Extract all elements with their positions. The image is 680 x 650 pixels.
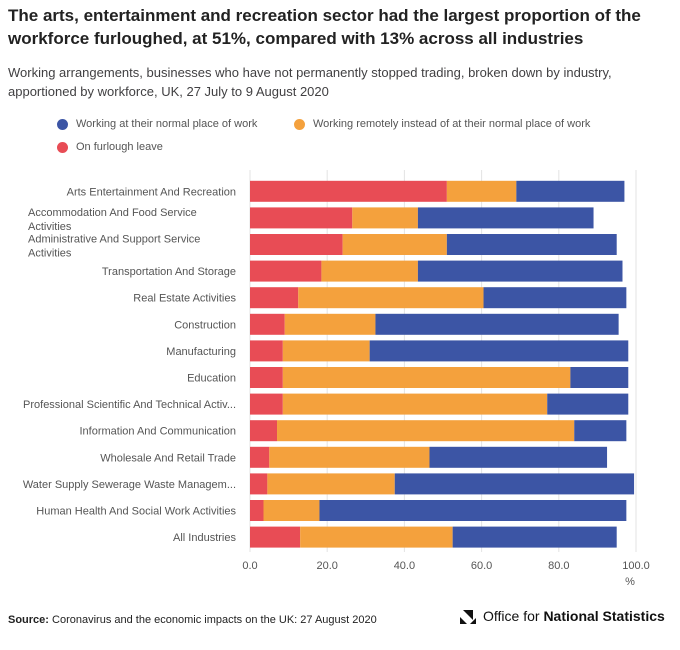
y-category-label-9: Information And Communication <box>79 426 236 438</box>
stacked-bar-chart: 0.0 20.0 40.0 60.0 80.0 100.0% Arts Entertainm… <box>23 170 650 588</box>
bar-normal-9[interactable] <box>574 420 627 442</box>
y-category-label-0: Arts Entertainment And Recreation <box>67 186 236 198</box>
y-category-label-2-line-1: Activities <box>28 248 72 260</box>
bar-remote-13[interactable] <box>300 526 453 548</box>
bar-normal-8[interactable] <box>547 393 629 415</box>
x-tick-label-1: 20.0 <box>316 560 337 572</box>
x-tick-label-2: 40.0 <box>394 560 415 572</box>
bar-remote-11[interactable] <box>267 473 395 495</box>
y-category-label-1-line-1: Activities <box>28 221 72 233</box>
bar-normal-5[interactable] <box>375 313 619 335</box>
bar-furlough-7[interactable] <box>250 367 283 388</box>
bar-furlough-3[interactable] <box>250 260 322 282</box>
bar-normal-4[interactable] <box>483 287 627 309</box>
y-category-label-1-line-0: Accommodation And Food Service <box>28 207 197 219</box>
y-category-label-13: All Industries <box>173 532 236 544</box>
bar-furlough-6[interactable] <box>250 340 283 362</box>
chart-title: The arts, entertainment and recreation s… <box>8 6 641 48</box>
legend-label-furlough: On furlough leave <box>76 141 163 153</box>
source-link[interactable]: Coronavirus and the economic impacts on … <box>52 614 377 626</box>
bar-normal-10[interactable] <box>429 446 608 468</box>
bar-remote-2[interactable] <box>342 234 447 255</box>
legend-item-furlough[interactable]: On furlough leave <box>57 141 163 153</box>
y-category-label-5: Construction <box>174 319 236 331</box>
y-category-label-4: Real Estate Activities <box>133 293 236 305</box>
bar-normal-1[interactable] <box>417 207 594 229</box>
bar-furlough-12[interactable] <box>250 500 264 521</box>
x-tick-label-3: 60.0 <box>471 560 492 572</box>
bar-remote-0[interactable] <box>446 180 517 202</box>
bar-furlough-4[interactable] <box>250 287 299 309</box>
source-note: Source: Coronavirus and the economic imp… <box>8 614 377 626</box>
bar-remote-8[interactable] <box>282 393 548 415</box>
bar-furlough-0[interactable] <box>250 180 447 202</box>
legend-label-remote: Working remotely instead of at their nor… <box>313 118 591 130</box>
bar-normal-7[interactable] <box>570 367 629 388</box>
legend-item-normal[interactable]: Working at their normal place of work <box>57 118 257 130</box>
bar-remote-5[interactable] <box>284 313 376 335</box>
bar-remote-3[interactable] <box>321 260 418 282</box>
y-category-label-2-line-0: Administrative And Support Service <box>28 234 200 246</box>
ons-logo-icon <box>460 610 476 624</box>
bar-furlough-11[interactable] <box>250 473 268 495</box>
ons-logo-name: National Statistics <box>543 608 665 624</box>
legend-swatch-furlough <box>57 141 68 153</box>
y-category-label-10: Wholesale And Retail Trade <box>100 452 236 464</box>
bar-furlough-10[interactable] <box>250 446 270 468</box>
bar-furlough-1[interactable] <box>250 207 353 229</box>
ons-logo-prefix: Office for <box>483 608 540 624</box>
source-label: Source: <box>8 614 49 626</box>
x-axis-label: % <box>625 576 635 588</box>
bar-furlough-9[interactable] <box>250 420 278 442</box>
y-category-label-7: Education <box>187 373 236 385</box>
x-tick-label-0: 0.0 <box>242 560 257 572</box>
bar-remote-7[interactable] <box>282 367 571 388</box>
bar-normal-11[interactable] <box>394 473 635 495</box>
bar-normal-13[interactable] <box>452 526 617 548</box>
bar-remote-6[interactable] <box>282 340 370 362</box>
y-category-label-11: Water Supply Sewerage Waste Managem... <box>23 479 236 491</box>
ons-logo-text: Office for National Statistics <box>483 608 665 624</box>
bar-normal-6[interactable] <box>369 340 629 362</box>
y-category-label-6: Manufacturing <box>166 346 236 358</box>
chart-legend: Working at their normal place of work Wo… <box>0 112 680 158</box>
bar-remote-9[interactable] <box>277 420 575 442</box>
legend-swatch-normal <box>57 118 68 130</box>
bar-normal-12[interactable] <box>319 500 627 521</box>
bar-furlough-13[interactable] <box>250 526 301 548</box>
x-tick-label-5: 100.0 <box>622 560 650 572</box>
bar-normal-2[interactable] <box>446 234 617 255</box>
bar-furlough-8[interactable] <box>250 393 283 415</box>
legend-label-normal: Working at their normal place of work <box>76 118 258 130</box>
ons-logo: Office for National Statistics <box>459 607 665 625</box>
legend-item-remote[interactable]: Working remotely instead of at their nor… <box>294 118 590 130</box>
legend-swatch-remote <box>294 118 305 130</box>
bar-remote-12[interactable] <box>263 500 320 521</box>
chart-subtitle: Working arrangements, businesses who hav… <box>8 65 612 99</box>
bar-remote-1[interactable] <box>352 207 418 229</box>
y-category-label-8: Professional Scientific And Technical Ac… <box>23 399 236 411</box>
bar-normal-0[interactable] <box>516 180 625 202</box>
bar-normal-3[interactable] <box>417 260 623 282</box>
bar-remote-10[interactable] <box>269 446 430 468</box>
y-category-label-3: Transportation And Storage <box>102 266 236 278</box>
bar-furlough-5[interactable] <box>250 313 285 335</box>
y-category-label-12: Human Health And Social Work Activities <box>36 506 236 518</box>
x-tick-label-4: 80.0 <box>548 560 569 572</box>
bar-remote-4[interactable] <box>298 287 484 309</box>
bar-furlough-2[interactable] <box>250 234 343 255</box>
